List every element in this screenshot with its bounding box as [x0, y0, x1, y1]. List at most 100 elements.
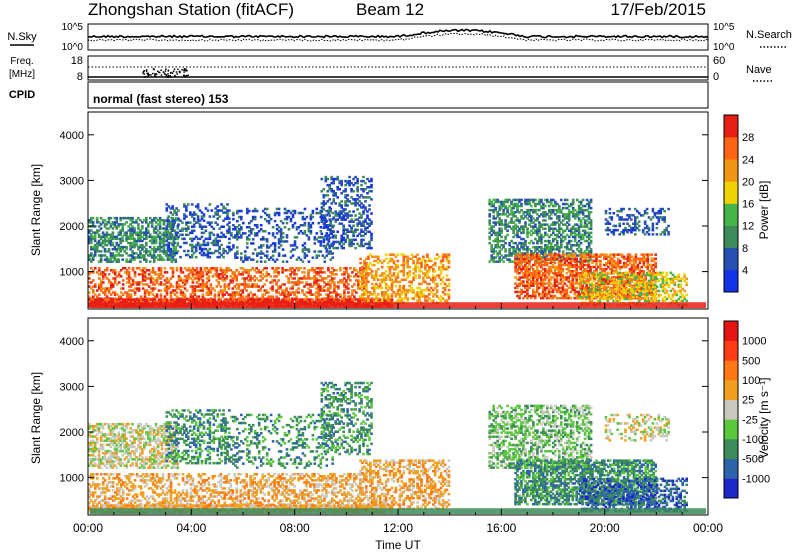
power-echo-cell: [312, 210, 315, 213]
power-echo-cell: [385, 258, 388, 261]
power-echo-cell: [260, 256, 263, 259]
power-echo-cell: [254, 248, 257, 251]
power-echo-cell: [228, 209, 231, 212]
freq-left-tick-top: 18: [71, 55, 83, 67]
power-echo-cell: [370, 198, 373, 201]
nave-point: [179, 72, 181, 74]
power-echo-cell: [202, 279, 205, 282]
nave-point: [152, 73, 154, 75]
power-echo-cell: [504, 242, 507, 245]
power-echo-cell: [102, 281, 105, 284]
power-echo-cell: [120, 275, 123, 278]
power-echo-cell: [172, 267, 175, 270]
power-echo-cell: [572, 199, 575, 202]
power-echo-cell: [340, 200, 343, 203]
power-echo-cell: [222, 256, 225, 259]
power-echo-cell: [185, 242, 188, 245]
power-echo-cell: [320, 250, 323, 253]
power-echo-cell: [337, 285, 340, 288]
power-echo-cell: [180, 267, 183, 270]
power-echo-cell: [216, 267, 219, 270]
power-echo-cell: [232, 212, 235, 215]
power-echo-cell: [173, 242, 176, 245]
power-echo-cell: [347, 291, 350, 294]
power-echo-cell: [278, 252, 281, 255]
power-echo-cell: [303, 267, 306, 270]
noise-sky-trace: [88, 29, 708, 37]
power-echo-cell: [236, 256, 239, 259]
power-echo-cell: [295, 273, 298, 276]
power-echo-cell: [550, 217, 553, 220]
power-echo-cell: [520, 199, 523, 202]
power-echo-cell: [262, 244, 265, 247]
power-echo-cell: [302, 212, 305, 215]
power-echo-cell: [141, 225, 144, 228]
power-echo-cell: [207, 242, 210, 245]
power-echo-cell: [323, 208, 326, 211]
power-echo-cell: [181, 234, 184, 237]
power-echo-cell: [122, 279, 125, 282]
power-echo-cell: [568, 223, 571, 226]
power-echo-cell: [590, 207, 593, 210]
power-echo-cell: [208, 275, 211, 278]
power-echo-cell: [163, 219, 166, 222]
power-echo-cell: [121, 258, 124, 261]
nave-point: [155, 76, 157, 78]
nave-point: [183, 71, 185, 73]
power-echo-cell: [580, 248, 583, 251]
freq-panel: Freq. [MHz] 18 8 60 0 Nave: [9, 55, 773, 83]
power-echo-cell: [118, 298, 121, 301]
power-echo-cell: [177, 242, 180, 245]
power-echo-cell: [403, 285, 406, 288]
power-echo-cell: [323, 188, 326, 191]
power-echo-cell: [320, 230, 323, 233]
power-echo-cell: [252, 258, 255, 261]
power-echo-cell: [385, 253, 388, 256]
power-echo-cell: [282, 248, 285, 251]
power-echo-cell: [397, 253, 400, 256]
power-echo-cell: [328, 218, 331, 221]
power-echo-cell: [296, 236, 299, 239]
power-echo-cell: [397, 264, 400, 267]
noise-left-tick-bottom: 10^0: [62, 42, 84, 53]
power-echo-cell: [92, 279, 95, 282]
power-echo-cell: [98, 267, 101, 270]
noise-left-tick-top: 10^5: [62, 22, 84, 33]
nave-point: [146, 69, 148, 71]
power-echo-cell: [364, 182, 367, 185]
nave-point: [145, 76, 147, 78]
power-echo-cell: [366, 214, 369, 217]
power-echo-cell: [216, 223, 219, 226]
power-echo-cell: [173, 230, 176, 233]
power-echo-cell: [385, 270, 388, 273]
power-echo-cell: [334, 202, 337, 205]
power-echo-cell: [336, 231, 339, 234]
power-echo-cell: [434, 270, 437, 273]
power-echo-cell: [393, 272, 396, 275]
power-echo-cell: [406, 297, 409, 300]
power-echo-cell: [335, 273, 338, 276]
nave-point: [150, 74, 152, 76]
power-echo-cell: [264, 230, 267, 233]
power-echo-cell: [248, 210, 251, 213]
power-echo-cell: [263, 283, 266, 286]
power-echo-cell: [209, 215, 212, 218]
power-echo-cell: [352, 190, 355, 193]
nave-point: [159, 72, 161, 74]
power-echo-cell: [526, 228, 529, 231]
power-echo-cell: [256, 260, 259, 263]
power-echo-cell: [286, 222, 289, 225]
nave-point: [166, 74, 168, 76]
power-echo-cell: [236, 220, 239, 223]
nave-point: [153, 68, 155, 70]
power-echo-cell: [334, 235, 337, 238]
power-echo-cell: [340, 180, 343, 183]
power-echo-cell: [356, 229, 359, 232]
power-echo-cell: [100, 227, 103, 230]
power-echo-cell: [371, 297, 374, 300]
power-echo-cell: [207, 209, 210, 212]
power-echo-cell: [350, 214, 353, 217]
power-echo-cell: [303, 271, 306, 274]
power-echo-cell: [138, 287, 141, 290]
power-echo-cell: [347, 287, 350, 290]
